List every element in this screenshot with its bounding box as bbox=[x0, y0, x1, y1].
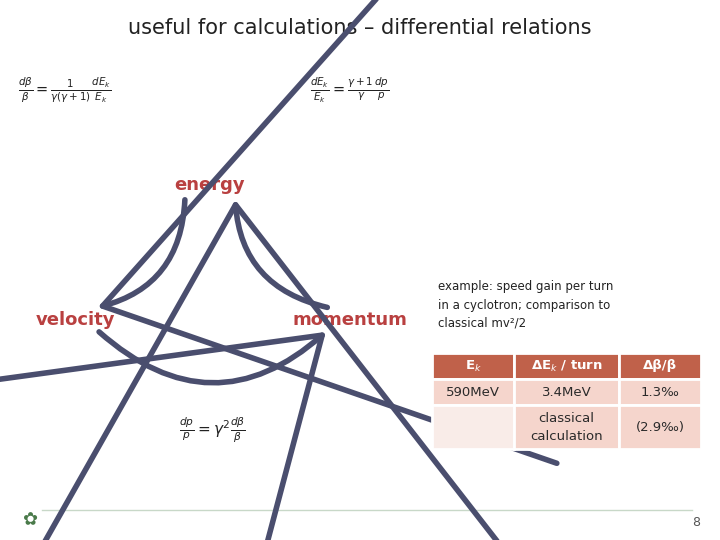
Bar bbox=[619, 379, 701, 405]
Text: 3.4MeV: 3.4MeV bbox=[541, 386, 591, 399]
Text: velocity: velocity bbox=[35, 311, 114, 329]
Text: momentum: momentum bbox=[292, 311, 408, 329]
Text: useful for calculations – differential relations: useful for calculations – differential r… bbox=[128, 18, 592, 38]
Text: $\frac{dE_k}{E_k}=\frac{\gamma+1}{\gamma}\frac{dp}{p}$: $\frac{dE_k}{E_k}=\frac{\gamma+1}{\gamma… bbox=[310, 75, 390, 105]
Text: 8: 8 bbox=[692, 516, 700, 529]
FancyArrowPatch shape bbox=[0, 205, 531, 540]
Text: energy: energy bbox=[175, 176, 246, 194]
Bar bbox=[432, 379, 514, 405]
Bar bbox=[619, 405, 701, 449]
Text: $\frac{d\beta}{\beta}=\frac{1}{\gamma(\gamma+1)}\frac{dE_k}{E_k}$: $\frac{d\beta}{\beta}=\frac{1}{\gamma(\g… bbox=[18, 75, 112, 105]
Bar bbox=[514, 353, 619, 379]
Bar bbox=[619, 353, 701, 379]
FancyArrowPatch shape bbox=[0, 332, 322, 540]
Text: 590MeV: 590MeV bbox=[446, 386, 500, 399]
Text: ✿: ✿ bbox=[22, 511, 37, 529]
Text: (2.9‰): (2.9‰) bbox=[636, 421, 685, 434]
Text: example: speed gain per turn
in a cyclotron; comparison to
classical mv²/2: example: speed gain per turn in a cyclot… bbox=[438, 280, 613, 330]
Text: Δβ/β: Δβ/β bbox=[643, 360, 677, 373]
Text: 1.3‰: 1.3‰ bbox=[641, 386, 680, 399]
Bar bbox=[432, 405, 514, 449]
Text: ΔE$_k$ / turn: ΔE$_k$ / turn bbox=[531, 359, 603, 374]
Text: $\frac{dp}{p}=\gamma^2\frac{d\beta}{\beta}$: $\frac{dp}{p}=\gamma^2\frac{d\beta}{\bet… bbox=[179, 415, 246, 445]
Text: E$_k$: E$_k$ bbox=[464, 359, 482, 374]
Bar bbox=[432, 353, 514, 379]
Bar bbox=[514, 405, 619, 449]
FancyArrowPatch shape bbox=[102, 0, 557, 463]
Text: classical
calculation: classical calculation bbox=[530, 411, 603, 442]
Bar bbox=[514, 379, 619, 405]
